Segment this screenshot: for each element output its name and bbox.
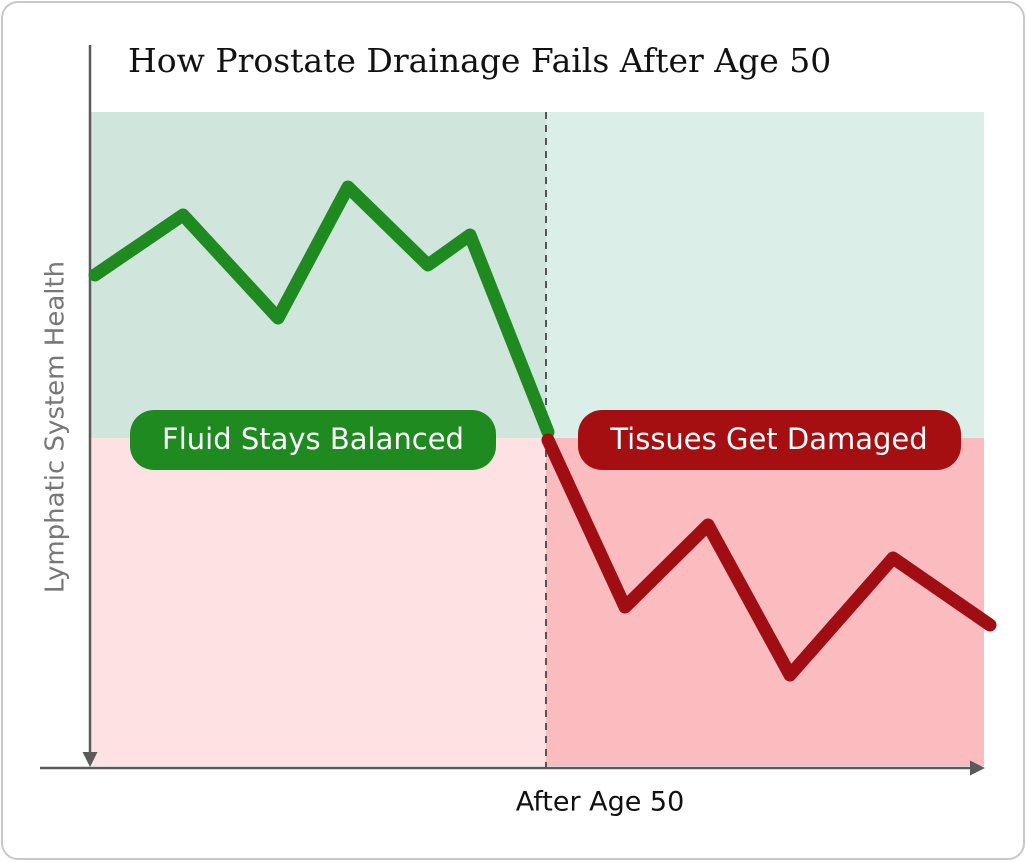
x-axis-label: After Age 50 bbox=[516, 787, 685, 818]
y-axis-label: Lymphatic System Health bbox=[41, 261, 71, 593]
zone-bottom-right bbox=[546, 438, 984, 766]
zone-pill bbox=[578, 410, 961, 470]
title: How Prostate Drainage Fails After Age 50 bbox=[128, 41, 831, 80]
healthy-line bbox=[88, 180, 555, 439]
damaged-line bbox=[541, 433, 997, 682]
zone-top-right bbox=[546, 112, 984, 438]
zone-label: Tissues Get Damaged bbox=[609, 422, 927, 456]
zone-top-left bbox=[90, 112, 546, 438]
zone-bottom-left bbox=[90, 438, 546, 766]
zone-pill bbox=[130, 410, 496, 470]
zone-label: Fluid Stays Balanced bbox=[162, 422, 464, 456]
